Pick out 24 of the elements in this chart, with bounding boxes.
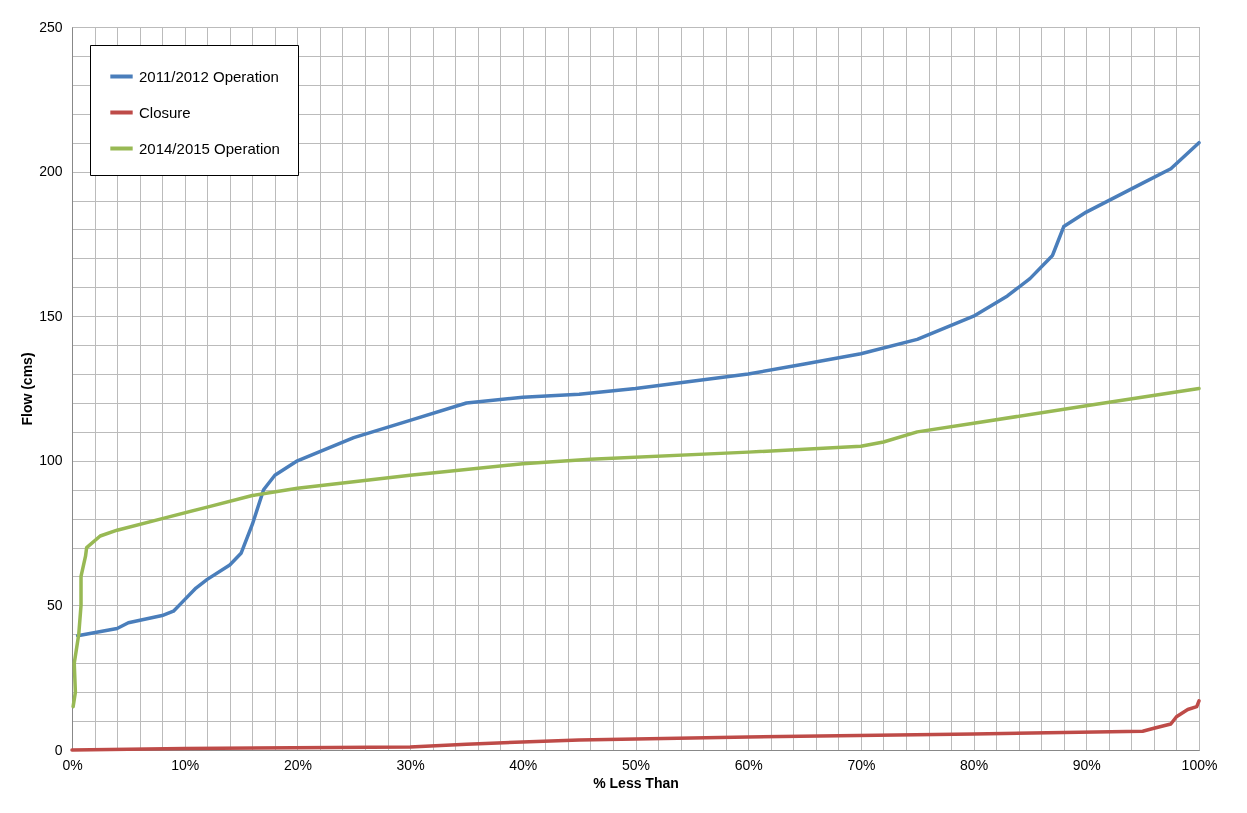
x-tick-label: 50% <box>621 756 651 773</box>
x-tick-label: 80% <box>960 756 989 773</box>
x-tick-label: 70% <box>847 756 876 773</box>
y-tick-label: 100 <box>39 452 63 469</box>
x-tick-label: 20% <box>283 756 312 773</box>
x-tick-label: 100% <box>1181 756 1218 773</box>
x-axis-title: % Less Than <box>593 774 679 791</box>
y-axis-title: Flow (cms) <box>19 352 36 426</box>
x-tick-label: 40% <box>509 756 538 773</box>
y-tick-label: 50 <box>46 596 63 613</box>
legend-label: Closure <box>139 103 191 121</box>
x-tick-label: 90% <box>1072 756 1101 773</box>
x-tick-label: 0% <box>62 756 83 773</box>
legend-label: 2014/2015 Operation <box>139 139 280 157</box>
y-tick-label: 150 <box>39 307 63 324</box>
x-tick-label: 60% <box>734 756 763 773</box>
line-series <box>75 140 1201 638</box>
line-series <box>71 386 1201 709</box>
x-tick-label: 10% <box>171 756 200 773</box>
x-tick-label: 30% <box>396 756 425 773</box>
legend-label: 2011/2012 Operation <box>139 67 279 85</box>
y-tick-label: 200 <box>39 163 63 180</box>
y-tick-label: 250 <box>39 18 63 35</box>
y-tick-label: 0 <box>54 741 63 758</box>
